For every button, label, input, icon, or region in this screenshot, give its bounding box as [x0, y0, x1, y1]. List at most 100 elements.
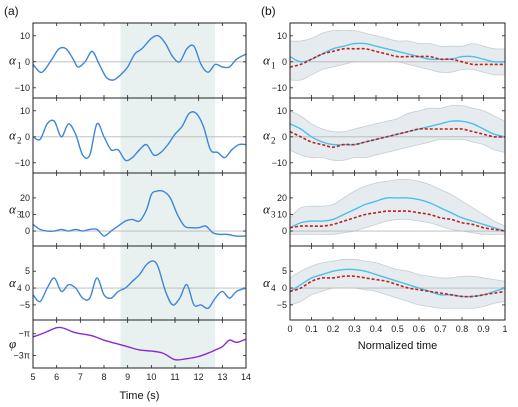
- y-axis-label-sub: 1: [271, 61, 276, 71]
- panel-b-subplot-1: −10 0 10 α 1: [263, 22, 506, 99]
- variance-band: [290, 179, 505, 235]
- y-tick-label: −10: [272, 158, 287, 168]
- x-tick-label: 7: [78, 372, 83, 382]
- x-tick-label: 1: [502, 324, 507, 334]
- y-axis-label-sub: 1: [17, 61, 22, 71]
- x-tick-label: 11: [170, 372, 179, 382]
- panel-b-subplot-4: −5 0 5 α 4: [263, 245, 506, 321]
- y-axis-label: α: [263, 53, 271, 68]
- y-axis-label-sub: 2: [17, 136, 22, 146]
- y-tick-label: 0: [282, 57, 287, 67]
- y-axis-label: φ: [9, 336, 16, 351]
- y-tick-label: 10: [20, 106, 30, 116]
- y-tick-label: −3π: [14, 350, 30, 360]
- y-tick-label: −5: [20, 300, 30, 310]
- x-tick-label: 9: [125, 372, 130, 382]
- y-axis-label: α: [263, 275, 271, 290]
- x-tick-label: 13: [217, 372, 227, 382]
- series-line: [32, 189, 247, 237]
- panel-a-subplot-1: −10 0 10 α 1: [9, 22, 247, 99]
- series-line: [32, 34, 247, 81]
- y-tick-label: 20: [20, 193, 30, 203]
- x-tick-label: 0.1: [305, 324, 318, 334]
- x-axis-title-a: Time (s): [120, 390, 160, 402]
- series-line-blue: [289, 196, 506, 232]
- series-line-blue: [289, 42, 506, 63]
- y-tick-label: 0: [25, 132, 30, 142]
- variance-band: [290, 105, 505, 161]
- series-line: [32, 260, 247, 310]
- y-tick-label: 10: [277, 106, 287, 116]
- x-tick-label: 6: [54, 372, 59, 382]
- y-axis-label: α: [9, 275, 17, 290]
- y-tick-label: 10: [20, 31, 30, 41]
- panel-a-label: (a): [4, 4, 19, 18]
- panel-a-subplot-4: −5 0 5α 4: [9, 245, 247, 321]
- series-line-red-dashed: [289, 275, 506, 298]
- band-upper-edge: [289, 104, 506, 133]
- y-axis-label-sub: 3: [17, 210, 22, 220]
- y-tick-label: 0: [25, 57, 30, 67]
- y-tick-label: −π: [19, 329, 30, 339]
- panel-a-subplot-5: −π −3πφ: [9, 319, 247, 369]
- y-axis-label-sub: 3: [271, 210, 276, 220]
- x-tick-label: 0.2: [327, 324, 340, 334]
- y-tick-label: 0: [282, 132, 287, 142]
- series-line-red-dashed: [289, 47, 505, 68]
- y-axis-label-sub: 2: [271, 136, 276, 146]
- x-tick-label: 5: [30, 372, 35, 382]
- x-tick-label: 0.6: [413, 324, 426, 334]
- y-tick-label: 0: [282, 226, 287, 236]
- y-tick-label: 0: [25, 283, 30, 293]
- x-tick-label: 0.5: [391, 324, 404, 334]
- y-tick-label: 10: [277, 31, 287, 41]
- variance-band: [290, 30, 505, 81]
- y-axis-label: α: [9, 202, 17, 217]
- band-upper-edge: [289, 258, 506, 282]
- series-line-red-dashed: [289, 128, 506, 149]
- series-line-blue: [289, 268, 506, 298]
- y-tick-label: 0: [282, 283, 287, 293]
- y-axis-label: α: [9, 53, 17, 68]
- y-tick-label: 20: [277, 193, 287, 203]
- panel-b-subplot-3: 0 10 20 α 3: [263, 172, 506, 247]
- y-tick-label: 5: [282, 266, 287, 276]
- y-axis-label-sub: 4: [17, 283, 22, 293]
- x-tick-label: 12: [194, 372, 204, 382]
- series-line: [32, 111, 247, 162]
- subplot-frame: [289, 245, 506, 321]
- band-lower-edge: [289, 287, 506, 309]
- band-upper-edge: [289, 30, 506, 50]
- variance-band: [290, 259, 505, 309]
- y-tick-label: −5: [277, 300, 287, 310]
- y-tick-label: −10: [272, 83, 287, 93]
- y-axis-label: α: [9, 128, 17, 143]
- y-axis-label-sub: 4: [271, 283, 276, 293]
- panel-b-label: (b): [261, 4, 276, 18]
- series-line-red-dashed: [289, 210, 506, 232]
- x-axis-title-b: Normalized time: [358, 340, 437, 352]
- y-tick-label: −10: [15, 158, 30, 168]
- subplot-frame: [32, 319, 247, 369]
- y-tick-label: 5: [25, 266, 30, 276]
- x-tick-label: 0.4: [370, 324, 383, 334]
- x-tick-label: 0.8: [456, 324, 469, 334]
- x-tick-label: 10: [146, 372, 156, 382]
- series-line: [32, 326, 247, 361]
- y-tick-label: 10: [20, 209, 30, 219]
- band-lower-edge: [289, 138, 506, 161]
- x-tick-label: 0.7: [434, 324, 447, 334]
- y-axis-label: α: [263, 128, 271, 143]
- x-tick-label: 14: [241, 372, 251, 382]
- y-tick-label: 10: [277, 209, 287, 219]
- band-upper-edge: [289, 179, 506, 227]
- panel-b-subplot-2: −10 0 10 α 2: [263, 97, 506, 174]
- x-tick-label: 0: [287, 324, 292, 334]
- x-tick-label: 8: [101, 372, 106, 382]
- x-tick-label: 0.3: [348, 324, 361, 334]
- x-tick-label: 0.9: [477, 324, 490, 334]
- y-axis-label: α: [263, 202, 271, 217]
- y-tick-label: 0: [25, 226, 30, 236]
- y-tick-label: −10: [15, 83, 30, 93]
